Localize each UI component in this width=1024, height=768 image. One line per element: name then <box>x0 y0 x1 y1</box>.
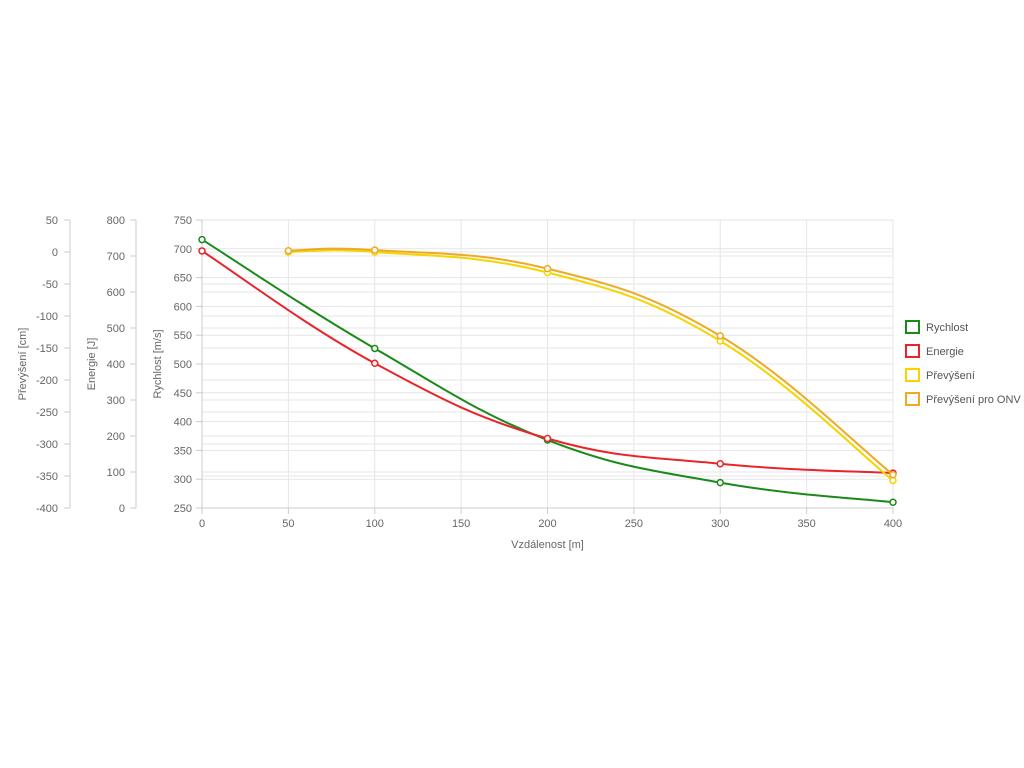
y-tick-label-rychlost: 250 <box>174 503 192 515</box>
y-tick-label-energie: 300 <box>107 395 125 407</box>
data-point-1-1 <box>371 359 379 368</box>
legend-swatch-0 <box>905 320 920 334</box>
data-point-3-1 <box>371 246 379 254</box>
y-tick-label-energie: 600 <box>107 287 125 299</box>
data-point-1-2 <box>543 434 552 443</box>
data-point-0-0 <box>198 235 206 244</box>
x-tick-label: 400 <box>884 518 902 530</box>
y-tick-label-prevyseni: -200 <box>36 375 58 387</box>
y-tick-label-rychlost: 350 <box>174 445 192 457</box>
y-tick-label-energie: 100 <box>107 467 125 479</box>
data-point-3-4 <box>889 470 897 479</box>
x-tick-label: 200 <box>538 518 556 530</box>
y-tick-label-rychlost: 700 <box>174 244 192 256</box>
data-point-3-0 <box>284 246 293 255</box>
series-line-2 <box>288 249 894 482</box>
grid-lines <box>201 219 894 509</box>
series-layer <box>198 235 897 506</box>
x-tick-label: 100 <box>366 518 384 530</box>
y-tick-label-prevyseni: -50 <box>42 279 58 291</box>
data-point-1-3 <box>716 459 724 468</box>
y-tick-label-prevyseni: -100 <box>36 311 58 323</box>
y-tick-label-rychlost: 400 <box>174 417 192 429</box>
legend-swatch-2 <box>905 368 920 382</box>
legend-swatch-1 <box>905 344 920 358</box>
data-point-0-4 <box>889 498 897 506</box>
axes: 500-50-100-150-200-250-300-350-400Převýš… <box>17 215 902 551</box>
y-axis-title-rychlost: Rychlost [m/s] <box>152 329 164 398</box>
y-tick-label-prevyseni: -250 <box>36 407 58 419</box>
series-line-3 <box>288 247 894 476</box>
y-tick-label-energie: 400 <box>107 359 125 371</box>
y-tick-label-rychlost: 450 <box>174 388 192 400</box>
y-tick-label-energie: 200 <box>107 431 125 443</box>
data-point-0-3 <box>716 478 724 487</box>
x-tick-label: 50 <box>282 518 294 530</box>
legend-label-3: Převýšení pro ONV <box>926 394 1021 406</box>
y-tick-label-rychlost: 750 <box>174 215 192 227</box>
x-tick-label: 150 <box>452 518 470 530</box>
y-tick-label-energie: 800 <box>107 215 125 227</box>
y-tick-label-prevyseni: 0 <box>52 247 58 259</box>
y-tick-label-energie: 700 <box>107 251 125 263</box>
data-point-1-0 <box>198 247 206 255</box>
y-tick-label-prevyseni: 50 <box>46 215 58 227</box>
y-tick-label-prevyseni: -150 <box>36 343 58 355</box>
x-tick-label: 0 <box>199 518 205 530</box>
y-tick-label-prevyseni: -400 <box>36 503 58 515</box>
y-tick-label-prevyseni: -350 <box>36 471 58 483</box>
data-point-3-3 <box>716 332 724 340</box>
legend-label-2: Převýšení <box>926 370 975 382</box>
legend-swatch-3 <box>905 392 920 406</box>
x-tick-label: 250 <box>625 518 643 530</box>
legend: Rychlost Energie Převýšení Převýšení pro ON… <box>905 320 1021 406</box>
y-tick-label-rychlost: 500 <box>174 359 192 371</box>
y-tick-label-energie: 500 <box>107 323 125 335</box>
y-tick-label-energie: 0 <box>119 503 125 515</box>
y-axis-title-energie: Energie [J] <box>86 338 98 391</box>
data-point-0-1 <box>371 344 379 353</box>
data-point-3-2 <box>543 264 552 273</box>
y-tick-label-rychlost: 650 <box>174 273 192 285</box>
x-axis-title: Vzdálenost [m] <box>511 539 584 551</box>
y-tick-label-rychlost: 550 <box>174 330 192 342</box>
y-axis-title-prevyseni: Převýšení [cm] <box>17 328 29 401</box>
y-tick-label-rychlost: 300 <box>174 474 192 486</box>
x-tick-label: 350 <box>797 518 815 530</box>
x-tick-label: 300 <box>711 518 729 530</box>
legend-label-0: Rychlost <box>926 322 968 334</box>
y-tick-label-prevyseni: -300 <box>36 439 58 451</box>
y-tick-label-rychlost: 600 <box>174 301 192 313</box>
legend-label-1: Energie <box>926 346 964 358</box>
